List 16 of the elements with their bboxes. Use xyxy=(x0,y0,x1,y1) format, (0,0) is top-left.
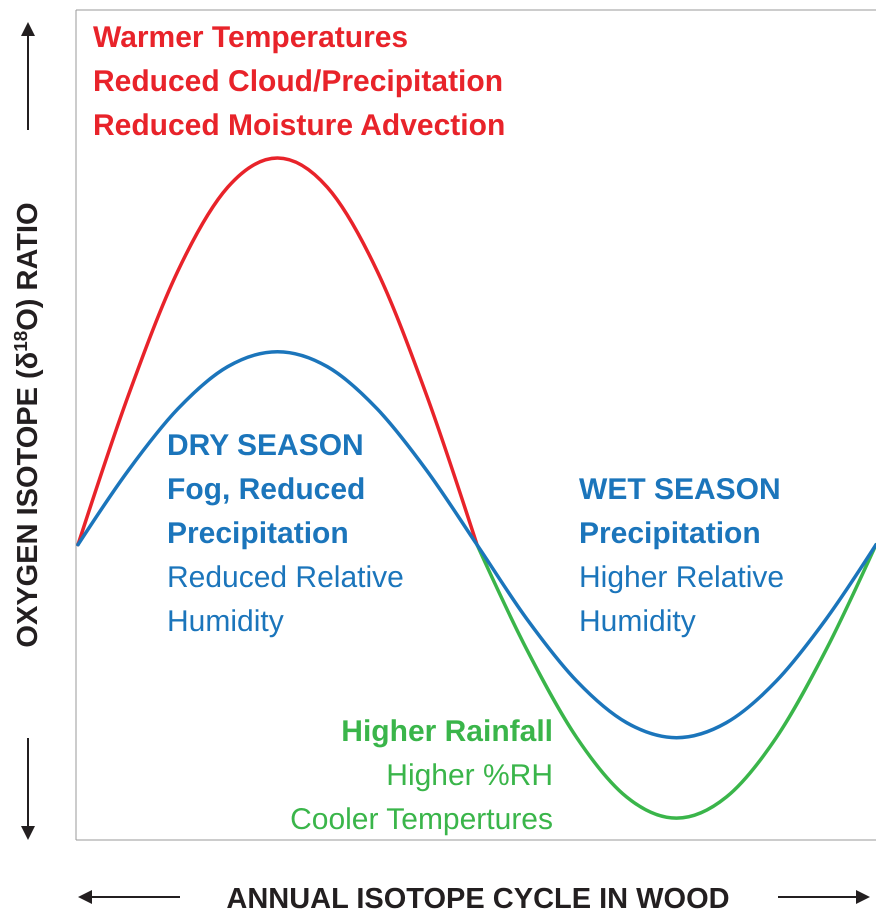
annotation: Precipitation xyxy=(167,517,349,550)
text: Reduced Moisture Advection xyxy=(93,109,506,142)
annotation: Fog, Reduced xyxy=(167,473,366,506)
annotation: Humidity xyxy=(167,605,284,638)
annotation: Higher Relative xyxy=(579,561,784,594)
annotation: Cooler Tempertures xyxy=(290,803,553,836)
annotation: WET SEASON xyxy=(579,473,781,506)
text: Reduced Cloud/Precipitation xyxy=(93,65,504,98)
annotation: Reduced Relative xyxy=(167,561,404,594)
annotation: Higher %RH xyxy=(386,759,553,792)
text: Warmer Temperatures xyxy=(93,21,408,54)
annotation: Precipitation xyxy=(579,517,761,550)
annotation: Higher Rainfall xyxy=(341,715,553,748)
x-axis-title: ANNUAL ISOTOPE CYCLE IN WOOD xyxy=(226,883,730,914)
annotation: Humidity xyxy=(579,605,696,638)
annotation: DRY SEASON xyxy=(167,429,364,462)
